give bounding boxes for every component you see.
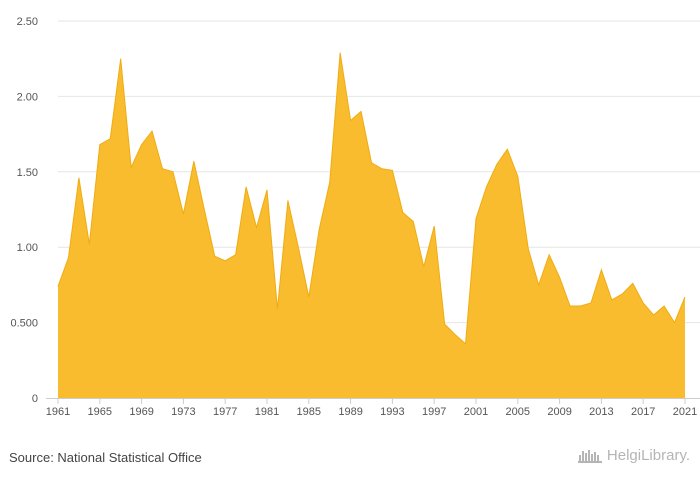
x-tick-label: 2005 bbox=[506, 406, 530, 418]
x-tick-label: 2013 bbox=[589, 406, 613, 418]
x-tick-label: 1993 bbox=[380, 406, 404, 418]
x-tick-label: 2021 bbox=[673, 406, 697, 418]
brand-logo[interactable]: HelgiLibrary. bbox=[577, 447, 690, 464]
x-tick-label: 1977 bbox=[213, 406, 237, 418]
brand-name: HelgiLibrary. bbox=[606, 447, 690, 464]
library-icon bbox=[577, 449, 602, 463]
x-tick-label: 1985 bbox=[297, 406, 321, 418]
y-tick-label: 1.00 bbox=[17, 242, 38, 254]
series-area bbox=[57, 52, 686, 398]
x-tick-label: 2001 bbox=[464, 406, 488, 418]
source-note: Source: National Statistical Office bbox=[9, 450, 202, 465]
x-tick-label: 1969 bbox=[129, 406, 153, 418]
x-tick-label: 1989 bbox=[338, 406, 362, 418]
x-tick-label: 1981 bbox=[255, 406, 279, 418]
x-tick-label: 1973 bbox=[171, 406, 195, 418]
x-tick-label: 1965 bbox=[88, 406, 112, 418]
x-tick-label: 2009 bbox=[547, 406, 571, 418]
axes: 0 0.500 1.00 1.50 2.00 2.50 1961 1965 1969 1973 19… bbox=[10, 16, 700, 418]
area-line bbox=[57, 52, 686, 345]
x-tick-label: 1997 bbox=[422, 406, 446, 418]
y-tick-label: 0.500 bbox=[10, 318, 38, 330]
footer: Source: National Statistical Office Helg… bbox=[0, 440, 700, 483]
y-tick-label: 1.50 bbox=[17, 167, 38, 179]
y-tick-label: 2.00 bbox=[17, 91, 38, 103]
x-tick-label: 2017 bbox=[631, 406, 655, 418]
area-fill bbox=[58, 52, 685, 398]
y-tick-label: 0 bbox=[32, 393, 38, 405]
area-chart: 0 0.500 1.00 1.50 2.00 2.50 1961 1965 1969 1973 19… bbox=[10, 16, 700, 418]
x-tick-label: 1961 bbox=[46, 406, 70, 418]
y-tick-label: 2.50 bbox=[17, 16, 38, 28]
